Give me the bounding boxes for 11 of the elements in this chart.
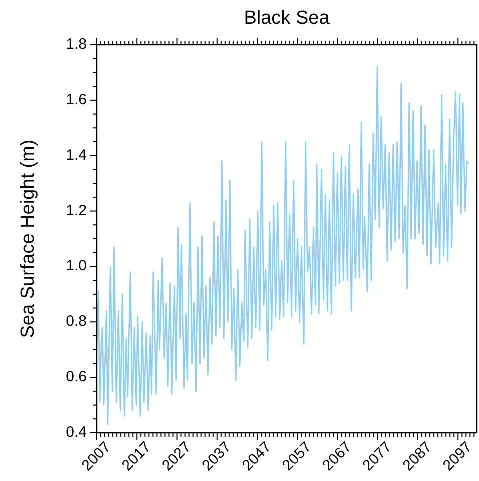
y-tick-label: 0.8: [66, 313, 87, 330]
y-tick-label: 1.8: [66, 36, 87, 53]
chart-title: Black Sea: [244, 8, 330, 29]
y-tick-label: 1.0: [66, 258, 87, 275]
y-tick-label: 0.6: [66, 368, 87, 386]
y-axis-title: Sea Surface Height (m): [18, 140, 39, 338]
y-tick-label: 1.4: [66, 146, 87, 164]
y-tick-label: 1.2: [66, 202, 87, 220]
line-series: [96, 66, 470, 426]
y-tick-label: 1.6: [66, 91, 87, 108]
y-tick-label: 0.4: [66, 424, 87, 441]
